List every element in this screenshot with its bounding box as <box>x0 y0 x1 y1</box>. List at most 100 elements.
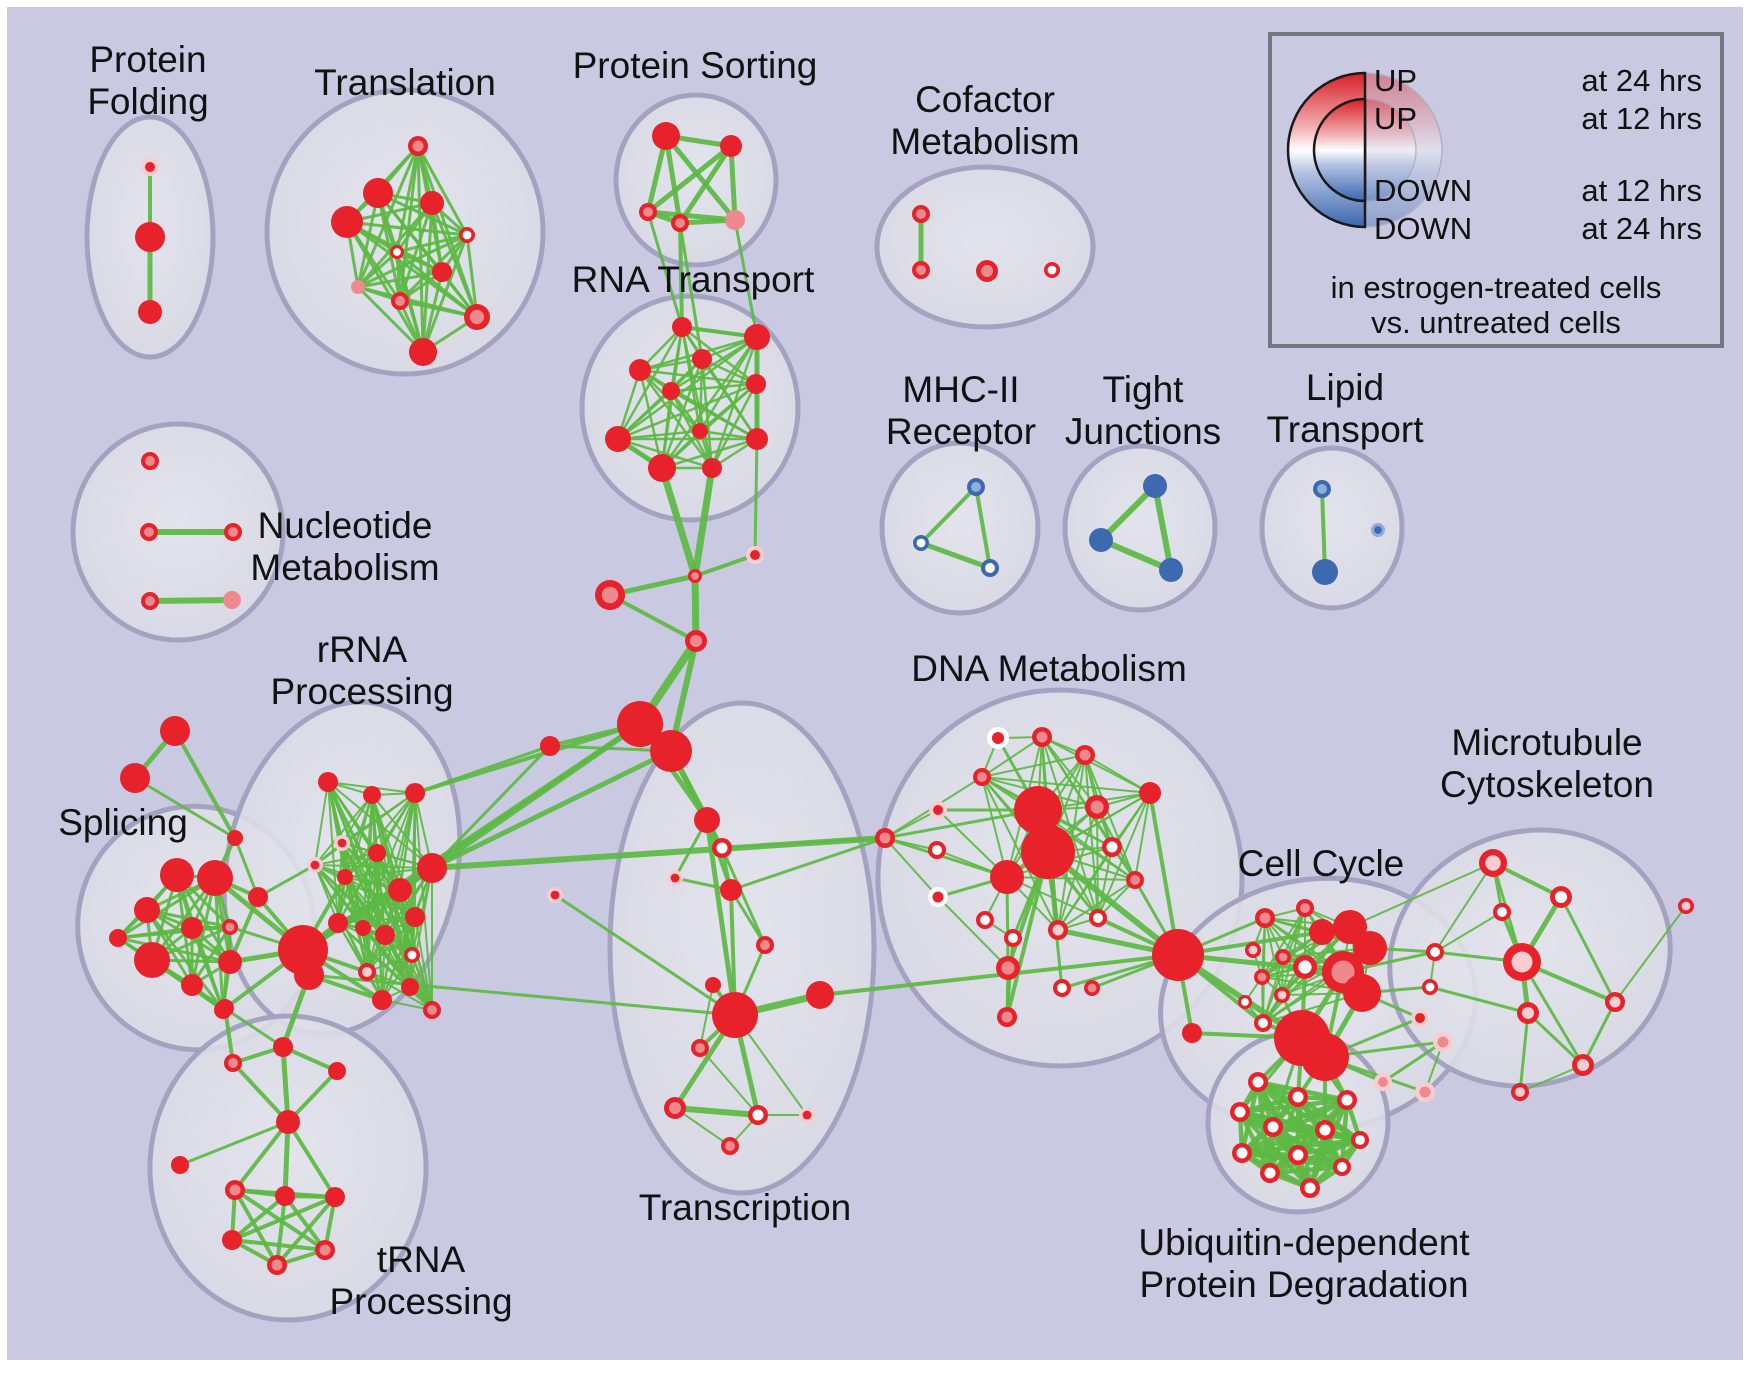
cluster-label-protein-folding: Protein <box>89 39 206 80</box>
gene-node-24h-ring <box>692 423 708 439</box>
gene-node-12h-core <box>1419 1086 1431 1098</box>
gene-node <box>267 1255 287 1275</box>
interaction-edge <box>638 368 758 386</box>
gene-node-24h-ring <box>181 917 203 939</box>
interaction-edge <box>700 357 759 441</box>
interaction-edge <box>693 553 757 578</box>
interaction-edge <box>674 1107 731 1147</box>
gene-node <box>1422 979 1438 995</box>
gene-node-24h-ring <box>318 772 338 792</box>
gene-node-12h-core <box>271 1259 283 1271</box>
interaction-edge <box>283 1194 327 1252</box>
gene-node-24h-ring <box>409 338 437 366</box>
gene-node-12h-core <box>1052 924 1064 936</box>
interaction-edge <box>133 776 237 840</box>
cluster-label-tight-junctions: Tight <box>1103 369 1185 410</box>
gene-node <box>1315 1120 1335 1140</box>
interaction-edge <box>616 429 702 441</box>
gene-node <box>315 1240 335 1260</box>
gene-node <box>224 1054 242 1072</box>
interaction-edge <box>646 210 684 329</box>
gene-node-24h-ring <box>109 929 127 947</box>
interaction-edge <box>1041 736 1151 794</box>
gene-node-12h-core <box>1425 982 1435 992</box>
gene-node-12h-core <box>1106 841 1118 853</box>
gene-node <box>120 763 150 793</box>
gene-node <box>464 304 490 330</box>
cluster-label-lipid-transport: Lipid <box>1306 367 1384 408</box>
gene-node-12h-core <box>916 209 926 219</box>
interaction-edge <box>1349 862 1494 928</box>
gene-node-24h-ring <box>617 701 663 747</box>
interaction-edge <box>981 754 1086 778</box>
gene-node-24h-ring <box>1089 528 1113 552</box>
gene-node <box>712 838 732 858</box>
interaction-edge <box>608 593 698 643</box>
gene-node <box>337 869 353 885</box>
gene-node-12h-core <box>1252 1076 1264 1088</box>
gene-node <box>650 730 692 772</box>
gene-node-24h-ring <box>605 426 631 452</box>
gene-node-12h-core <box>1355 1135 1365 1145</box>
interaction-edge <box>286 1120 337 1199</box>
legend: UP at 24 hrs UP at 12 hrs DOWN at 12 hrs… <box>1268 32 1724 348</box>
interaction-edge <box>465 233 479 319</box>
gene-node-12h-core <box>1300 903 1310 913</box>
gene-node-24h-ring <box>692 349 712 369</box>
gene-node <box>1503 943 1541 981</box>
cluster-ellipse-mhc-ii-receptor <box>879 440 1041 616</box>
gene-node <box>1426 943 1444 961</box>
interaction-edge <box>1519 1064 1584 1093</box>
gene-node-12h-core <box>1036 731 1048 743</box>
gene-node-24h-ring <box>720 879 742 901</box>
legend-box <box>1268 32 1724 348</box>
legend-row-time: at 24 hrs <box>1581 63 1702 98</box>
gene-node-12h-core <box>1554 890 1568 904</box>
gene-node-12h-core <box>689 634 703 648</box>
gene-node <box>1371 523 1385 537</box>
gene-node-12h-core <box>1259 912 1271 924</box>
interaction-edge <box>1239 1127 1328 1156</box>
gene-node <box>694 807 720 833</box>
interaction-edge <box>282 1119 291 1199</box>
gene-node-12h-core <box>144 527 154 537</box>
gene-node-24h-ring <box>160 716 190 746</box>
legend-row-time: at 12 hrs <box>1581 173 1702 208</box>
legend-updown-glyph <box>1286 71 1443 229</box>
gene-node <box>1238 995 1252 1009</box>
cluster-label-rrna-processing: rRNA <box>317 629 408 670</box>
gene-node-12h-core <box>1292 1091 1304 1103</box>
interaction-edge <box>147 597 235 604</box>
gene-node-24h-ring <box>372 990 392 1010</box>
interaction-edge <box>280 1044 291 1125</box>
interaction-edge <box>981 776 1059 931</box>
gene-node <box>401 978 419 996</box>
gene-node-12h-core <box>228 1058 238 1068</box>
gene-node-12h-core <box>643 207 653 217</box>
cluster-label-protein-sorting: Protein Sorting <box>573 45 818 86</box>
cluster-label-trna-processing: Processing <box>329 1281 512 1322</box>
gene-node-12h-core <box>933 805 943 815</box>
gene-node-12h-core <box>879 832 891 844</box>
gene-node <box>1337 1090 1357 1110</box>
gene-node <box>197 860 233 896</box>
gene-node-24h-ring <box>351 280 365 294</box>
gene-node <box>629 359 651 381</box>
gene-node <box>1312 559 1338 585</box>
gene-node-24h-ring <box>388 878 412 902</box>
gene-node <box>328 1062 346 1080</box>
gene-node <box>605 426 631 452</box>
gene-node <box>225 1180 245 1200</box>
interaction-edge <box>1096 806 1099 919</box>
interaction-edge <box>1152 483 1174 573</box>
gene-node <box>990 860 1024 894</box>
gene-node <box>140 523 158 541</box>
interaction-edge <box>678 221 684 329</box>
gene-node-24h-ring <box>135 222 165 252</box>
interaction-edge <box>699 984 714 1049</box>
gene-node-24h-ring <box>368 844 386 862</box>
gene-node-12h-core <box>395 296 405 306</box>
interaction-edge <box>658 464 699 580</box>
gene-node <box>1254 969 1270 985</box>
interaction-edge <box>699 1047 759 1116</box>
